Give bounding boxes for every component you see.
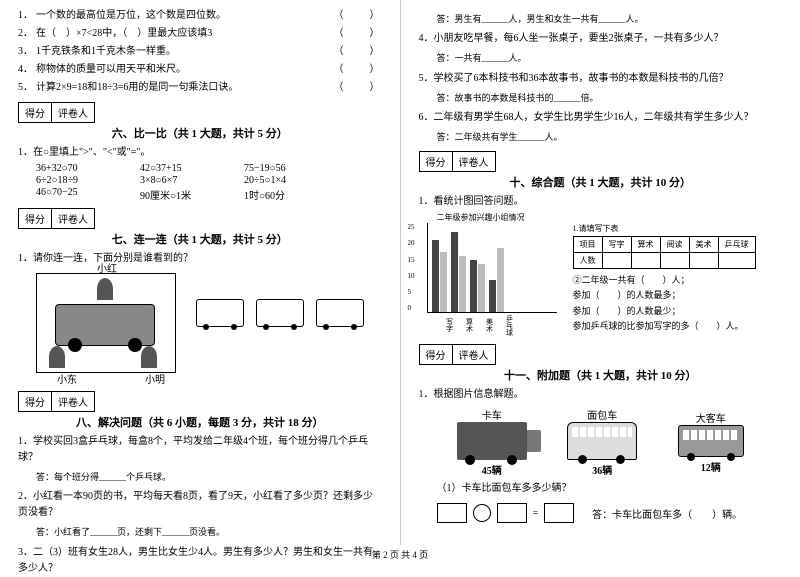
s8-a4: 答：一共有______人。	[437, 51, 783, 66]
s8-q4: 4．小朋友吃早餐，每6人坐一张桌子，要坐2张桌子，一共有多少人？	[419, 31, 783, 47]
q1-4: 4．称物体的质量可以用天平和米尺。（ ）	[18, 62, 382, 78]
s8-q2: 2．小红看一本90页的书，平均每天看8页，看了9天，小红看了多少页？还剩多少页没…	[18, 489, 382, 521]
van-icon-3	[316, 299, 364, 327]
chart-title: 二年级参加兴趣小组情况	[437, 212, 783, 223]
bar-chart: 0510152025	[427, 223, 557, 313]
label-xd: 小东	[57, 371, 77, 386]
s10-lead: 1．看统计图回答问题。	[419, 194, 783, 210]
section-7-lead: 1．请你连一连，下面分别是谁看到的？	[18, 251, 382, 267]
x-axis-labels: 写字算术美术乒乓球	[439, 313, 557, 337]
table-header: 1.请填写下表	[573, 223, 756, 234]
s11-q: （1）卡车比面包车多多少辆？	[437, 481, 783, 497]
van-icon-2	[256, 299, 304, 327]
s11-a: 答：卡车比面包车多（ ）辆。	[592, 506, 742, 521]
q1-3: 3．1千克铁条和1千克木条一样重。（ ）	[18, 44, 382, 60]
calc-box-1	[437, 503, 467, 523]
truck-label: 卡车	[457, 407, 527, 422]
s8-a5: 答：故事书的本数是科技书的______倍。	[437, 91, 783, 106]
score-box-11: 得分评卷人	[419, 344, 783, 365]
van-options	[196, 299, 364, 327]
section-8-title: 八、解决问题（共 6 小题，每题 3 分，共计 18 分）	[18, 414, 382, 430]
car-icon	[55, 304, 155, 346]
truck-icon	[457, 422, 527, 460]
minibus-count: 36辆	[567, 462, 637, 477]
vehicle-row: 卡车45辆 面包车36辆 大客车12辆	[437, 407, 765, 477]
s10-answers: ②二年级一共有（ ）人； 参加（ ）的人数最多； 参加（ ）的人数最少； 参加乒…	[573, 273, 756, 334]
s8-a1: 答：每个班分得______个乒乓球。	[36, 470, 382, 485]
s11-lead: 1．根据图片信息解题。	[419, 387, 783, 403]
cmp-row-1: 36+32○7042○37+1575−19○56	[36, 163, 382, 174]
s8-a6: 答：二年级共有学生______人。	[437, 130, 783, 145]
s8-q1: 1．学校买回3盒乒乓球，每盒8个，平均发给二年级4个班，每个班分得几个乒乓球？	[18, 434, 382, 466]
score-box-8: 得分评卷人	[18, 391, 382, 412]
calc-row: = 答：卡车比面包车多（ ）辆。	[437, 503, 783, 523]
calc-box-3	[544, 503, 574, 523]
q1-5: 5．计算2×9=18和18÷3=6用的是同一句乘法口诀。（ ）	[18, 80, 382, 96]
kid-br-icon	[141, 346, 157, 368]
section-6-lead: 1．在○里填上">"、"<"或"="。	[18, 145, 382, 161]
bus-label: 大客车	[678, 410, 744, 425]
section-10-title: 十、综合题（共 1 大题，共计 10 分）	[419, 174, 783, 190]
s8-q6: 6．二年级有男学生68人，女学生比男学生少16人，二年级共有学生多少人？	[419, 110, 783, 126]
stats-table: 项目写字算术阅读美术乒乓球 人数	[573, 236, 756, 269]
s8-q3: 3．二（3）班有女生28人，男生比女生少4人。男生有多少人？男生和女生一共有多少…	[18, 545, 382, 577]
bus-count: 12辆	[678, 459, 744, 474]
s8-a3: 答：男生有______人，男生和女生一共有______人。	[437, 12, 783, 27]
q1-1: 1．一个数的最高位是万位，这个数是四位数。（ ）	[18, 8, 382, 24]
s8-q5: 5．学校买了6本科技书和36本故事书，故事书的本数是科技书的几倍？	[419, 71, 783, 87]
minibus-icon	[567, 422, 637, 460]
section-11-title: 十一、附加题（共 1 大题，共计 10 分）	[419, 367, 783, 383]
van-icon-1	[196, 299, 244, 327]
score-box-6: 得分评卷人	[18, 102, 382, 123]
kid-top-icon	[97, 278, 113, 300]
q1-2: 2．在（ ）×7<28中，（ ）里最大应该填3 （ ）	[18, 26, 382, 42]
calc-box-2	[497, 503, 527, 523]
kid-bl-icon	[49, 346, 65, 368]
label-xh: 小红	[97, 260, 117, 275]
minibus-label: 面包车	[567, 407, 637, 422]
score-box-7: 得分评卷人	[18, 208, 382, 229]
y-axis-labels: 0510152025	[408, 223, 415, 312]
label-xm: 小明	[145, 371, 165, 386]
section-7-title: 七、连一连（共 1 大题，共计 5 分）	[18, 231, 382, 247]
score-box-10: 得分评卷人	[419, 151, 783, 172]
s8-a2: 答：小红看了______页，还剩下______页没看。	[36, 525, 382, 540]
cmp-row-3: 46○70−2590厘米○1米1时○60分	[36, 187, 382, 202]
equals-sign: =	[533, 508, 539, 519]
scene-image: 小红 小东 小明	[36, 273, 176, 373]
calc-op-circle	[473, 504, 491, 522]
bus-icon	[678, 425, 744, 457]
cmp-row-2: 6÷2○18÷93×8○6×720÷5○1×4	[36, 175, 382, 186]
section-6-title: 六、比一比（共 1 大题，共计 5 分）	[18, 125, 382, 141]
